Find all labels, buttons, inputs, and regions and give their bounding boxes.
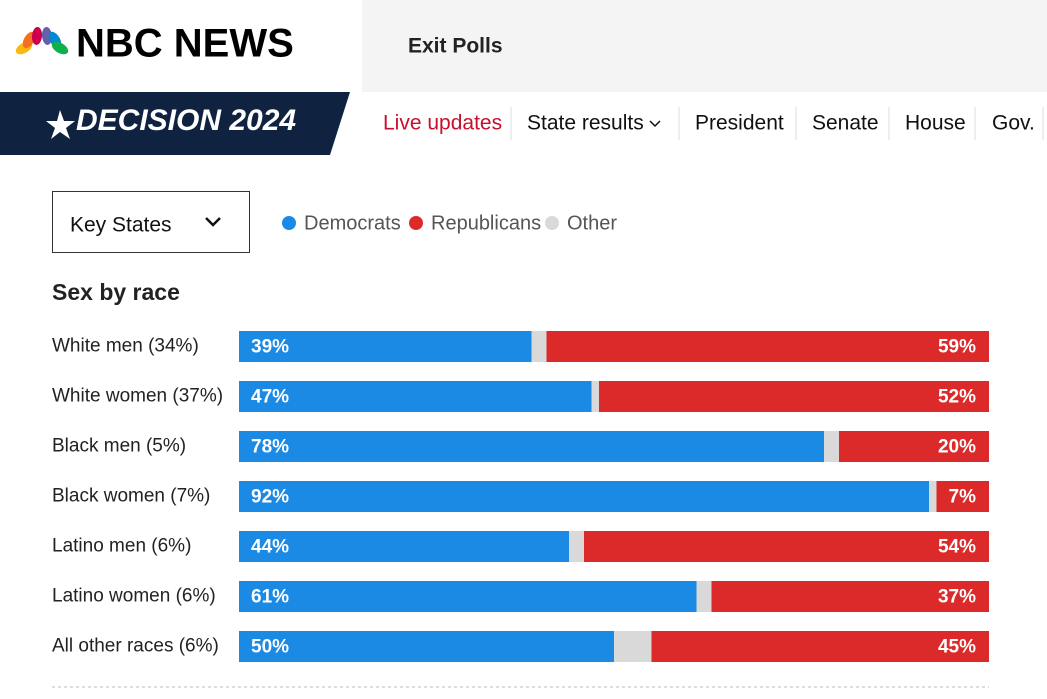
value-label: 20% bbox=[938, 437, 976, 458]
value-label: 50% bbox=[251, 637, 289, 658]
dropdown-label[interactable]: Key States bbox=[70, 214, 172, 237]
value-label: 37% bbox=[938, 587, 976, 608]
value-label: 61% bbox=[251, 587, 289, 608]
bar-segment bbox=[936, 481, 989, 512]
category-label: Black women (7%) bbox=[52, 486, 210, 507]
bar-segment bbox=[599, 381, 989, 412]
nav: Live updates State results President Senate… bbox=[383, 107, 1044, 140]
nav-item[interactable]: State results bbox=[527, 112, 644, 135]
nav-item[interactable]: Live updates bbox=[383, 112, 502, 135]
bar-segment bbox=[929, 481, 937, 512]
category-label: White men (34%) bbox=[52, 336, 199, 357]
value-label: 92% bbox=[251, 487, 289, 508]
value-label: 44% bbox=[251, 537, 289, 558]
bar-segment bbox=[239, 331, 532, 362]
value-label: 78% bbox=[251, 437, 289, 458]
bar-segment bbox=[696, 581, 712, 612]
category-label: All other races (6%) bbox=[52, 636, 219, 657]
bar-segment bbox=[239, 631, 614, 662]
category-label: Black men (5%) bbox=[52, 436, 186, 457]
nav-item[interactable]: President bbox=[695, 112, 784, 135]
nav-item[interactable]: Gov. bbox=[992, 112, 1035, 135]
bar-segment bbox=[591, 381, 599, 412]
category-label: Latino women (6%) bbox=[52, 586, 216, 607]
nav-chevron bbox=[649, 120, 661, 128]
legend-label[interactable]: Other bbox=[567, 212, 617, 234]
nav-item[interactable]: House bbox=[905, 112, 966, 135]
value-label: 52% bbox=[938, 387, 976, 408]
value-label: 45% bbox=[938, 637, 976, 658]
bar-segment bbox=[651, 631, 989, 662]
legend-label[interactable]: Republicans bbox=[431, 212, 541, 234]
value-label: 59% bbox=[938, 337, 976, 358]
top-bar bbox=[362, 0, 1047, 92]
legend-swatch[interactable] bbox=[282, 216, 296, 230]
bar-segment bbox=[711, 581, 989, 612]
value-label: 39% bbox=[251, 337, 289, 358]
bar-segment bbox=[584, 531, 989, 562]
nav-item[interactable]: Senate bbox=[812, 112, 879, 135]
legend-swatch[interactable] bbox=[545, 216, 559, 230]
brand-band bbox=[0, 92, 350, 155]
bar-segment bbox=[824, 431, 839, 462]
bar-segment bbox=[239, 431, 824, 462]
brand-text[interactable]: DECISION 2024 bbox=[76, 104, 296, 137]
bar-segment bbox=[239, 481, 929, 512]
bar-segment bbox=[569, 531, 584, 562]
value-label: 7% bbox=[949, 487, 977, 508]
bar-segment bbox=[239, 581, 697, 612]
value-label: 54% bbox=[938, 537, 976, 558]
legend-swatch[interactable] bbox=[409, 216, 423, 230]
category-label: White women (37%) bbox=[52, 386, 223, 407]
bar-segment bbox=[546, 331, 989, 362]
brand-star bbox=[46, 110, 75, 139]
logo-text[interactable]: NBC NEWS bbox=[76, 22, 294, 66]
bar-segment bbox=[239, 531, 569, 562]
bar-segment bbox=[531, 331, 547, 362]
dropdown-chevron bbox=[205, 217, 221, 227]
bar-segment bbox=[239, 381, 592, 412]
section-title[interactable]: Exit Polls bbox=[408, 35, 503, 58]
bar-segment bbox=[839, 431, 989, 462]
chart-title: Sex by race bbox=[52, 279, 180, 305]
value-label: 47% bbox=[251, 387, 289, 408]
legend-label[interactable]: Democrats bbox=[304, 212, 401, 234]
category-label: Latino men (6%) bbox=[52, 536, 191, 557]
bar-segment bbox=[614, 631, 652, 662]
peacock-logo[interactable] bbox=[14, 27, 71, 57]
